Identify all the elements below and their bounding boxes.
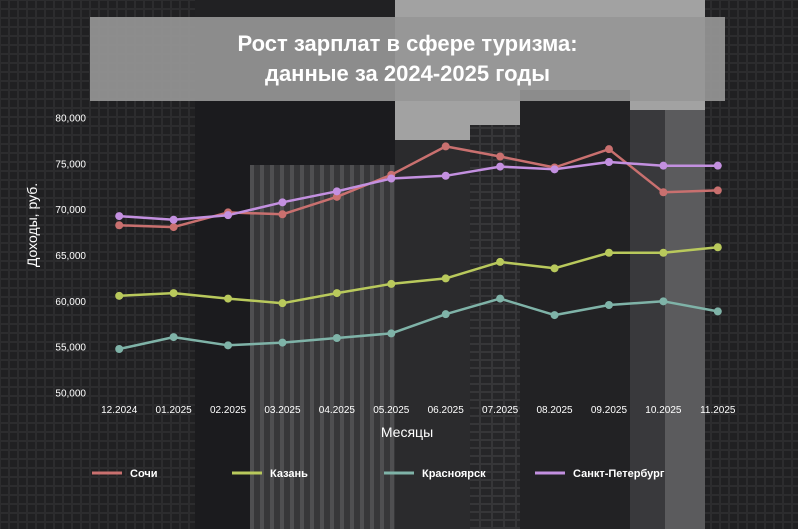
x-tick-label: 03.2025 (264, 405, 301, 416)
data-point (604, 248, 613, 257)
data-point (713, 161, 722, 170)
data-point (115, 291, 124, 300)
data-point (387, 174, 396, 183)
x-axis-ticks: 12.2024 01.2025 02.2025 03.2025 04.2025 05.20… (101, 405, 736, 416)
data-point (496, 152, 505, 161)
series-lines (118, 145, 719, 351)
data-point (604, 301, 613, 309)
chart-title-line-1: Рост зарплат в сфере туризма: (237, 31, 578, 56)
data-point (332, 289, 341, 298)
data-point (169, 223, 178, 232)
legend-label: Красноярск (422, 468, 486, 480)
data-point (441, 142, 450, 151)
x-tick-label: 11.2025 (700, 405, 736, 416)
x-tick-label: 09.2025 (591, 405, 628, 416)
series-line (118, 297, 719, 351)
data-point (659, 188, 668, 197)
data-point (332, 334, 341, 342)
data-point (550, 165, 559, 174)
x-tick-label: 10.2025 (645, 405, 682, 416)
x-tick-label: 07.2025 (482, 405, 519, 416)
x-tick-label: 12.2024 (101, 405, 138, 416)
x-tick-label: 04.2025 (319, 405, 356, 416)
data-point (387, 329, 396, 338)
data-point (332, 192, 341, 201)
x-axis-title: Месяцы (381, 424, 433, 440)
data-point (441, 171, 450, 180)
y-tick-label: 75,000 (55, 159, 86, 170)
chart-title-box: Рост зарплат в сфере туризма: данные за … (90, 17, 725, 101)
y-tick-label: 80,000 (55, 114, 86, 125)
data-point (387, 279, 396, 288)
data-point (115, 345, 124, 353)
series-line (119, 160, 718, 222)
data-point (278, 338, 287, 347)
y-tick-label: 70,000 (55, 205, 86, 216)
data-point (441, 274, 450, 283)
x-tick-label: 08.2025 (536, 405, 573, 416)
y-tick-label: 55,000 (55, 343, 86, 354)
data-point (169, 215, 178, 224)
series-points (115, 142, 722, 353)
legend-label: Казань (270, 468, 308, 480)
y-axis-title: Доходы, руб. (24, 183, 40, 267)
x-tick-label: 02.2025 (210, 405, 247, 416)
x-tick-label: 06.2025 (428, 405, 465, 416)
data-point (496, 162, 505, 171)
data-point (278, 299, 287, 308)
data-point (659, 161, 668, 170)
legend-label: Санкт-Петербург (573, 468, 665, 480)
y-tick-label: 50,000 (55, 389, 86, 400)
data-point (278, 198, 287, 207)
chart-legend: Сочи Казань Красноярск Санкт-Петербург (92, 468, 665, 480)
data-point (115, 212, 124, 221)
data-point (604, 158, 613, 166)
data-point (604, 145, 613, 154)
series-line (119, 145, 718, 229)
data-point (659, 248, 668, 257)
chart-title-line-2: данные за 2024-2025 годы (264, 61, 550, 86)
data-point (115, 221, 124, 230)
data-point (441, 310, 450, 319)
legend-label: Сочи (130, 468, 158, 480)
data-point (496, 257, 505, 266)
data-point (713, 307, 722, 316)
x-tick-label: 05.2025 (373, 405, 410, 416)
data-point (496, 294, 505, 303)
data-point (224, 294, 233, 303)
data-point (659, 297, 668, 306)
y-tick-label: 65,000 (55, 251, 86, 262)
x-tick-label: 01.2025 (156, 405, 193, 416)
data-point (332, 187, 341, 196)
y-axis-ticks: 50,000 55,000 60,000 65,000 70,000 75,000 80,0… (55, 114, 86, 400)
data-point (713, 243, 722, 252)
data-point (224, 341, 233, 350)
data-point (550, 311, 559, 320)
data-point (169, 289, 178, 298)
series-line (119, 246, 718, 305)
data-point (713, 186, 722, 195)
y-tick-label: 60,000 (55, 297, 86, 308)
data-point (550, 264, 559, 273)
data-point (224, 211, 233, 220)
data-point (169, 333, 178, 342)
data-point (278, 210, 287, 219)
